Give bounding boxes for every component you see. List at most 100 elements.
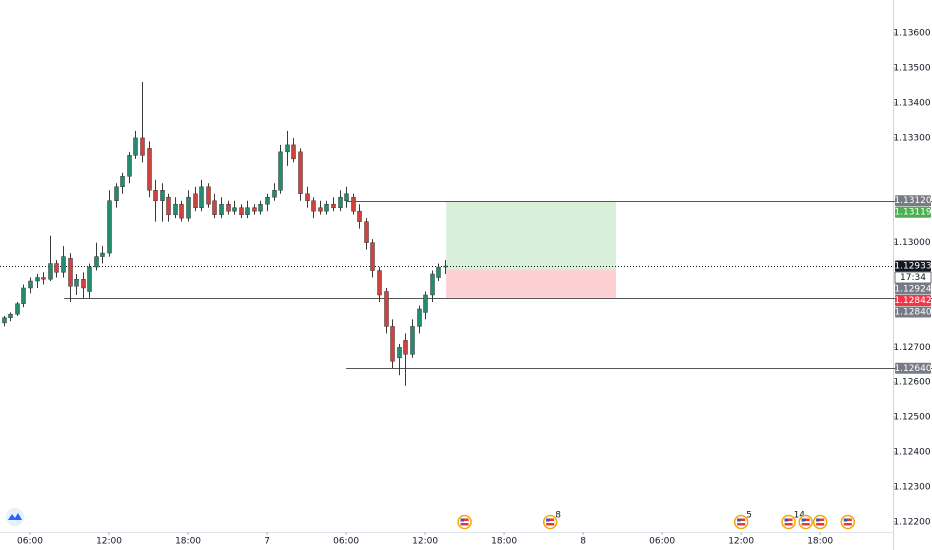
candle-body bbox=[87, 266, 92, 292]
candle-body bbox=[252, 207, 257, 212]
candle-body bbox=[81, 279, 86, 289]
x-tick-label: 12:00 bbox=[412, 537, 438, 547]
price-label-box bbox=[895, 295, 931, 306]
flag-white bbox=[784, 521, 793, 523]
y-tick-label: 1.12200 bbox=[893, 517, 930, 527]
candle-body bbox=[48, 263, 53, 280]
candle-body bbox=[291, 144, 296, 160]
candle-body bbox=[232, 207, 237, 212]
candle-body bbox=[179, 203, 184, 219]
y-tick-label: 1.13600 bbox=[893, 29, 930, 39]
y-tick-label: 1.12700 bbox=[893, 343, 930, 353]
flag-white bbox=[546, 521, 555, 523]
candle-body bbox=[8, 313, 13, 318]
candle-body bbox=[397, 347, 402, 359]
x-tick-label: 8 bbox=[580, 537, 586, 547]
price-label-box bbox=[895, 260, 931, 272]
candle-body bbox=[160, 189, 165, 201]
candle-body bbox=[107, 200, 112, 254]
candle-body bbox=[173, 203, 178, 215]
candle-body bbox=[100, 252, 105, 257]
x-tick-label: 12:00 bbox=[96, 537, 122, 547]
candle-body bbox=[285, 144, 290, 153]
candle-body bbox=[2, 317, 7, 324]
x-tick-label: 18:00 bbox=[491, 537, 517, 547]
candle-body bbox=[206, 186, 211, 205]
candle-body bbox=[28, 280, 33, 289]
candle-body bbox=[305, 193, 310, 201]
candle-body bbox=[384, 291, 389, 327]
candle-body bbox=[331, 203, 336, 208]
price-label: 1.12842 bbox=[894, 296, 931, 306]
x-tick-label: 06:00 bbox=[649, 537, 675, 547]
event-count: 14 bbox=[794, 511, 806, 521]
candle-body bbox=[390, 326, 395, 362]
tradingview-logo bbox=[6, 508, 24, 526]
candle-body bbox=[153, 189, 158, 201]
candle-body bbox=[403, 340, 408, 355]
candle-body bbox=[127, 155, 132, 177]
event-icon bbox=[798, 514, 813, 530]
y-tick-label: 1.13000 bbox=[893, 238, 930, 248]
candle-body bbox=[318, 207, 323, 212]
candle-body bbox=[338, 196, 343, 208]
event-icon bbox=[812, 514, 828, 530]
price-label-box bbox=[895, 283, 931, 295]
event-icon bbox=[840, 514, 856, 530]
price-label: 1.12933 bbox=[894, 262, 931, 272]
candle-body bbox=[147, 148, 152, 191]
position-loss-zone bbox=[446, 269, 617, 298]
candle-body bbox=[199, 186, 204, 208]
candle-body bbox=[410, 326, 415, 355]
event-icon: 14 bbox=[781, 511, 806, 530]
candle-body bbox=[114, 186, 119, 201]
candle-body bbox=[417, 308, 422, 327]
candle-body bbox=[226, 203, 231, 212]
flag-white bbox=[460, 521, 469, 523]
y-tick-label: 1.12600 bbox=[893, 378, 930, 388]
candle-body bbox=[61, 256, 66, 273]
candle-body bbox=[239, 207, 244, 215]
event-count: 5 bbox=[746, 511, 752, 521]
candle-body bbox=[54, 263, 59, 273]
candle-body bbox=[377, 270, 382, 296]
candle-body bbox=[258, 203, 263, 212]
candle-body bbox=[21, 287, 26, 304]
candle-body bbox=[423, 294, 428, 313]
candle-body bbox=[74, 279, 79, 287]
candle-body bbox=[15, 303, 20, 315]
position-profit-zone bbox=[446, 201, 617, 270]
candle-body bbox=[311, 200, 316, 212]
candle-body bbox=[193, 193, 198, 208]
candle-body bbox=[186, 196, 191, 219]
flag-canton bbox=[460, 518, 465, 522]
flag-canton bbox=[816, 518, 820, 522]
candle-body bbox=[120, 176, 125, 188]
candle-body bbox=[436, 266, 441, 278]
price-label: 1.12640 bbox=[894, 364, 931, 374]
event-icon: 5 bbox=[733, 511, 752, 530]
candle-body bbox=[166, 196, 171, 215]
x-tick-label: 7 bbox=[264, 537, 270, 547]
y-tick-label: 1.12400 bbox=[893, 448, 930, 458]
price-label-box bbox=[895, 206, 931, 218]
price-label: 1.13119 bbox=[894, 208, 931, 218]
flag-canton bbox=[737, 518, 741, 522]
event-icon: 8 bbox=[542, 511, 561, 530]
y-tick-label: 1.13400 bbox=[893, 98, 930, 108]
x-tick-label: 12:00 bbox=[728, 537, 754, 547]
candle-body bbox=[370, 242, 375, 271]
candle-body bbox=[245, 207, 250, 215]
candle-body bbox=[41, 277, 46, 280]
flag-white bbox=[801, 521, 810, 523]
candle-body bbox=[140, 137, 145, 156]
candle-body bbox=[133, 137, 138, 156]
y-tick-label: 1.12500 bbox=[893, 413, 930, 423]
price-label: 1.12840 bbox=[894, 308, 931, 318]
candle-body bbox=[364, 221, 369, 243]
flag-canton bbox=[843, 518, 848, 522]
candle-body bbox=[94, 256, 99, 268]
price-label-box bbox=[895, 362, 931, 374]
candle-body bbox=[265, 196, 270, 205]
countdown: 17:34 bbox=[900, 273, 926, 283]
